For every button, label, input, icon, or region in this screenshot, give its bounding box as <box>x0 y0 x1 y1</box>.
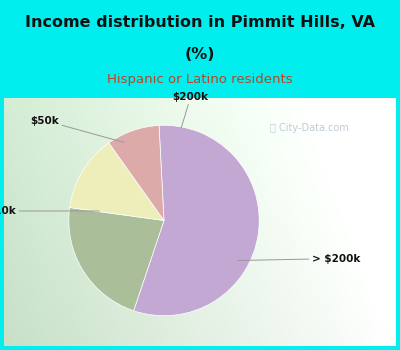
Text: ⓘ City-Data.com: ⓘ City-Data.com <box>270 123 349 133</box>
Wedge shape <box>109 125 164 220</box>
Wedge shape <box>70 143 164 220</box>
Text: $200k: $200k <box>173 92 209 128</box>
Text: Hispanic or Latino residents: Hispanic or Latino residents <box>107 73 293 86</box>
Text: $10k: $10k <box>0 206 99 216</box>
Text: Income distribution in Pimmit Hills, VA: Income distribution in Pimmit Hills, VA <box>25 15 375 30</box>
Text: $50k: $50k <box>30 116 124 142</box>
Text: (%): (%) <box>185 47 215 62</box>
Wedge shape <box>134 125 259 316</box>
Text: > $200k: > $200k <box>238 254 360 264</box>
Wedge shape <box>69 208 164 311</box>
